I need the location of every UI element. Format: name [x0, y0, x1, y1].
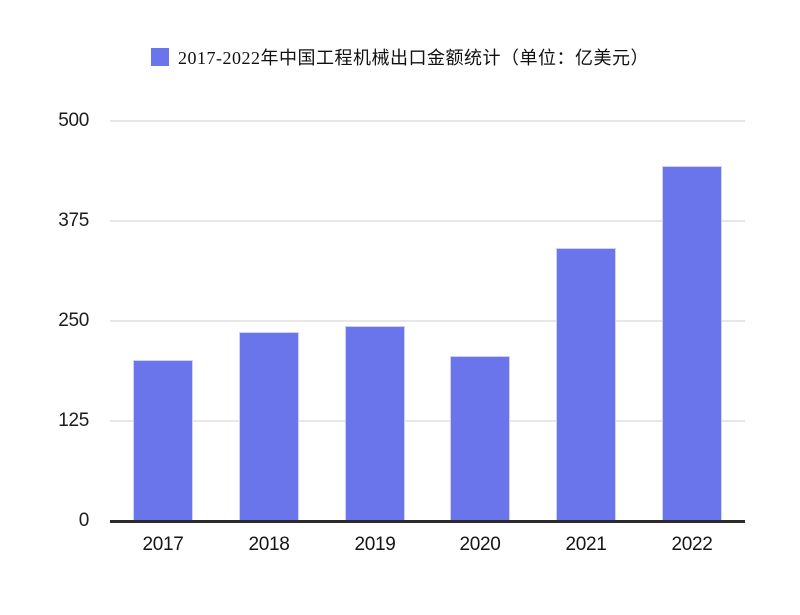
bar-2017: [133, 360, 193, 520]
bar-2022: [662, 166, 722, 520]
gridline-375: [110, 220, 745, 222]
y-axis-tick-label-500: 500: [58, 110, 89, 131]
x-axis-label-2019: 2019: [354, 534, 396, 555]
x-axis-label-2022: 2022: [671, 534, 713, 555]
bar-2020: [450, 356, 510, 520]
x-axis-line: [110, 520, 745, 523]
y-axis-tick-label-125: 125: [58, 410, 89, 431]
chart-legend: 2017-2022年中国工程机械出口金额统计（单位：亿美元）: [0, 44, 800, 70]
bar-2018: [239, 332, 299, 520]
legend-label[interactable]: 2017-2022年中国工程机械出口金额统计（单位：亿美元）: [178, 48, 649, 68]
bar-2019: [345, 326, 405, 520]
y-axis-tick-label-250: 250: [58, 310, 89, 331]
x-axis-label-2021: 2021: [565, 534, 607, 555]
x-axis-label-2018: 2018: [248, 534, 290, 555]
gridline-500: [110, 120, 745, 122]
x-axis-label-2017: 2017: [142, 534, 184, 555]
bar-2021: [556, 248, 616, 520]
gridline-250: [110, 320, 745, 322]
legend-color-swatch-icon: [151, 48, 169, 66]
y-axis-tick-label-0: 0: [78, 510, 90, 531]
y-axis-tick-label-375: 375: [58, 210, 89, 231]
gridline-125: [110, 420, 745, 422]
x-axis-label-2020: 2020: [459, 534, 501, 555]
